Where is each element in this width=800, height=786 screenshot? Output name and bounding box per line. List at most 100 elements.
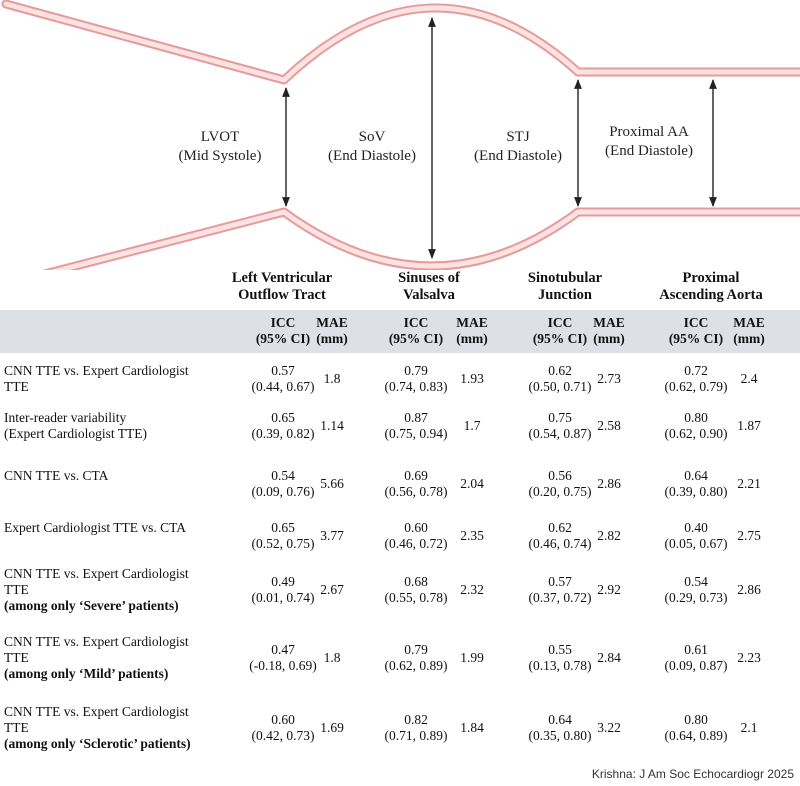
- mae-value: 2.32: [460, 582, 484, 597]
- table-row: Expert Cardiologist TTE vs. CTA 0.65 (0.52…: [0, 520, 800, 568]
- icc-cell: 0.57 (0.37, 0.72): [505, 574, 615, 606]
- row-label-line: TTE: [4, 379, 29, 394]
- segment-label-sov: SoV (End Diastole): [328, 129, 416, 164]
- mae-value: 2.23: [737, 650, 761, 665]
- subheader-mae-label: MAE: [593, 315, 625, 330]
- subheader-mae-label: MAE: [316, 315, 348, 330]
- icc-ci-value: (0.09, 0.76): [251, 484, 315, 499]
- icc-cell: 0.80 (0.64, 0.89): [641, 712, 751, 744]
- mae-value: 5.66: [320, 476, 344, 491]
- row-label-line: CNN TTE vs. Expert Cardiologist: [4, 566, 189, 581]
- subheader-icc-label: ICC: [683, 315, 709, 330]
- row-label-line: Inter-reader variability: [4, 410, 127, 425]
- icc-ci-value: (0.09, 0.87): [664, 658, 728, 673]
- table-group-headers: Left Ventricular Outflow Tract Sinuses o…: [0, 270, 800, 310]
- subheader-mae-2: MAE (mm): [585, 315, 633, 347]
- subheader-mae-label: MAE: [733, 315, 765, 330]
- icc-cell: 0.79 (0.62, 0.89): [361, 642, 471, 674]
- row-label-line: TTE: [4, 582, 29, 597]
- icc-ci-value: (0.39, 0.82): [251, 426, 315, 441]
- icc-value: 0.79: [404, 363, 428, 378]
- mae-value: 2.21: [737, 476, 761, 491]
- mae-value: 1.93: [460, 371, 484, 386]
- table-row: CNN TTE vs. Expert Cardiologist TTE 0.57 (0…: [0, 363, 800, 411]
- mae-value: 1.87: [737, 418, 761, 433]
- icc-value: 0.61: [684, 642, 708, 657]
- icc-ci-value: (0.46, 0.74): [528, 536, 592, 551]
- icc-ci-value: (0.05, 0.67): [664, 536, 728, 551]
- icc-cell: 0.55 (0.13, 0.78): [505, 642, 615, 674]
- icc-ci-value: (0.46, 0.72): [384, 536, 448, 551]
- icc-cell: 0.62 (0.50, 0.71): [505, 363, 615, 395]
- icc-cell: 0.62 (0.46, 0.74): [505, 520, 615, 552]
- icc-value: 0.75: [548, 410, 572, 425]
- subheader-mae-3: MAE (mm): [725, 315, 773, 347]
- icc-cell: 0.79 (0.74, 0.83): [361, 363, 471, 395]
- row-label-line: CNN TTE vs. Expert Cardiologist: [4, 363, 189, 378]
- table-row: CNN TTE vs. CTA 0.54 (0.09, 0.76) 5.66 0.69(…: [0, 468, 800, 516]
- icc-value: 0.57: [548, 574, 572, 589]
- icc-ci-value: (0.56, 0.78): [384, 484, 448, 499]
- group-header-lvot: Left Ventricular Outflow Tract: [231, 270, 333, 303]
- mae-value: 2.4: [740, 371, 758, 386]
- table-row: CNN TTE vs. Expert Cardiologist TTE (among…: [0, 704, 800, 752]
- mae-value: 2.58: [597, 418, 621, 433]
- icc-value: 0.47: [271, 642, 295, 657]
- subheader-icc-3: ICC (95% CI): [641, 315, 751, 347]
- mae-value: 2.1: [740, 720, 758, 735]
- aortic-root-diagram: [1, 0, 800, 270]
- subheader-icc-label: ICC: [270, 315, 296, 330]
- icc-value: 0.40: [684, 520, 708, 535]
- mae-value: 2.35: [460, 528, 484, 543]
- icc-ci-value: (0.62, 0.79): [664, 379, 728, 394]
- row-label-line: TTE: [4, 720, 29, 735]
- vessel-upper-wall: [1, 0, 800, 85]
- subheader-mae-unit: (mm): [733, 331, 765, 346]
- subheader-icc-ci: (95% CI): [255, 331, 311, 346]
- icc-ci-value: (0.62, 0.90): [664, 426, 728, 441]
- mae-value: 2.84: [597, 650, 621, 665]
- icc-value: 0.64: [684, 468, 708, 483]
- subheader-icc-1: ICC (95% CI): [361, 315, 471, 347]
- icc-value: 0.64: [548, 712, 572, 727]
- icc-value: 0.65: [271, 520, 295, 535]
- icc-value: 0.87: [404, 410, 428, 425]
- icc-cell: 0.61 (0.09, 0.87): [641, 642, 751, 674]
- table-row: Inter-reader variability (Expert Cardiolo…: [0, 410, 800, 458]
- subheader-mae-0: MAE (mm): [308, 315, 356, 347]
- subheader-icc-ci: (95% CI): [532, 331, 588, 346]
- icc-value: 0.65: [271, 410, 295, 425]
- row-label-subgroup: (among only ‘Sclerotic’ patients): [4, 736, 191, 751]
- icc-cell: 0.65 (0.52, 0.75): [228, 520, 338, 552]
- subheader-mae-label: MAE: [456, 315, 488, 330]
- icc-ci-value: (0.74, 0.83): [384, 379, 448, 394]
- icc-value: 0.54: [684, 574, 708, 589]
- icc-cell: 0.60 (0.42, 0.73): [228, 712, 338, 744]
- citation-credit: Krishna: J Am Soc Echocardiogr 2025: [591, 767, 794, 781]
- icc-cell: 0.49 (0.01, 0.74): [228, 574, 338, 606]
- mae-value: 2.86: [597, 476, 621, 491]
- icc-ci-value: (0.62, 0.89): [384, 658, 448, 673]
- icc-value: 0.56: [548, 468, 572, 483]
- mae-value: 2.67: [320, 582, 344, 597]
- mae-value: 1.14: [320, 418, 344, 433]
- icc-cell: 0.64 (0.35, 0.80): [505, 712, 615, 744]
- mae-value: 3.22: [597, 720, 621, 735]
- mae-value: 2.04: [460, 476, 484, 491]
- row-label: Expert Cardiologist TTE vs. CTA: [4, 520, 219, 536]
- row-label-line: (Expert Cardiologist TTE): [4, 426, 147, 441]
- vessel-outline: [1, 0, 800, 270]
- icc-ci-value: (0.44, 0.67): [251, 379, 315, 394]
- row-label: CNN TTE vs. CTA: [4, 468, 219, 484]
- icc-value: 0.62: [548, 363, 572, 378]
- subheader-icc-ci: (95% CI): [388, 331, 444, 346]
- row-label-subgroup: (among only ‘Mild’ patients): [4, 666, 169, 681]
- mae-value: 2.92: [597, 582, 621, 597]
- icc-ci-value: (0.75, 0.94): [384, 426, 448, 441]
- mae-value: 2.73: [597, 371, 621, 386]
- icc-ci-value: (0.50, 0.71): [528, 379, 592, 394]
- icc-value: 0.54: [271, 468, 295, 483]
- vessel-lower-wall: [42, 207, 800, 270]
- icc-cell: 0.72 (0.62, 0.79): [641, 363, 751, 395]
- mae-value: 1.69: [320, 720, 344, 735]
